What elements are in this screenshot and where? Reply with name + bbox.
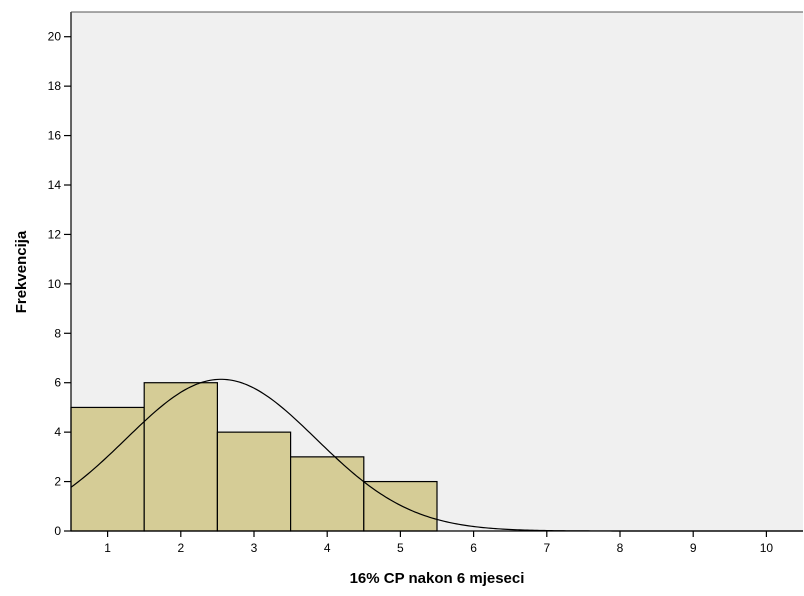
x-tick-label-9: 9 [690,541,697,555]
axes-layer [70,11,803,532]
bars-layer [70,382,438,532]
y-tick-label-2: 2 [54,475,61,489]
x-tick-label-3: 3 [251,541,258,555]
x-tick-label-2: 2 [177,541,184,555]
x-axis-title: 16% CP nakon 6 mjeseci [350,570,525,587]
y-tick-label-8: 8 [54,326,61,340]
x-tick-label-7: 7 [543,541,550,555]
x-tick-label-4: 4 [324,541,331,555]
histogram-bar-3 [216,431,292,532]
y-axis-title: Frekvencija [13,230,30,313]
histogram-bar-5 [363,480,438,532]
y-tick-label-10: 10 [48,277,62,291]
y-tick-label-12: 12 [48,227,62,241]
y-tick-label-6: 6 [54,376,61,390]
x-tick-label-6: 6 [470,541,477,555]
x-tick-label-10: 10 [760,541,774,555]
y-tick-label-14: 14 [48,178,62,192]
x-tick-label-1: 1 [104,541,111,555]
y-tick-label-0: 0 [54,524,61,538]
x-tick-label-8: 8 [617,541,624,555]
histogram-bar-2 [143,382,218,532]
y-tick-label-18: 18 [48,79,62,93]
y-tick-label-16: 16 [48,129,62,143]
y-tick-label-4: 4 [54,425,61,439]
histogram-bar-4 [290,456,365,532]
y-tick-label-20: 20 [48,30,62,44]
histogram-bar-1 [70,406,145,532]
x-tick-label-5: 5 [397,541,404,555]
